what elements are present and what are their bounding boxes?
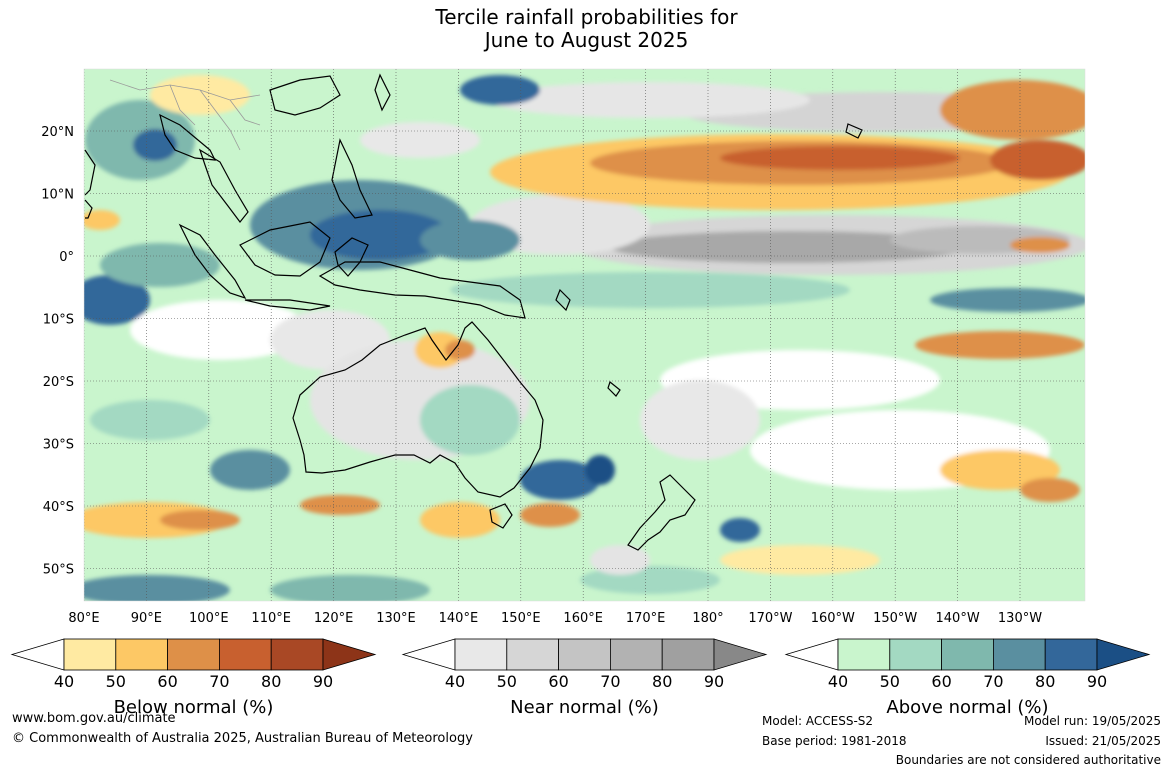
- lon-label: 130°E: [376, 611, 416, 626]
- lat-label: 20°S: [43, 375, 74, 390]
- colorbar-tick: 80: [1035, 672, 1055, 691]
- country-borders: [109, 79, 261, 151]
- colorbar-segment: [506, 638, 559, 671]
- colorbar-tick: 80: [652, 672, 672, 691]
- colorbar-tick: 40: [445, 672, 465, 691]
- lon-label: 140°E: [439, 611, 479, 626]
- latitude-labels: 20°N 10°N 0° 10°S 20°S 30°S 40°S 50°S: [41, 125, 74, 578]
- lon-label: 180°: [692, 611, 723, 626]
- colorbar-segment: [993, 638, 1046, 671]
- probability-field: [84, 69, 1085, 601]
- lat-label: 0°: [59, 250, 74, 265]
- colorbar-1: 40 50 60 70 80 90 Near normal (%): [401, 638, 768, 718]
- colorbar-tick: 90: [704, 672, 724, 691]
- colorbar-tick: 80: [261, 672, 281, 691]
- colorbar-tick: 40: [54, 672, 74, 691]
- colorbar-tick: 50: [106, 672, 126, 691]
- colorbar-segment: [270, 638, 324, 671]
- map-title-line1: Tercile rainfall probabilities for: [435, 5, 738, 29]
- colorbar-tick: 60: [931, 672, 951, 691]
- lat-label: 40°S: [43, 500, 74, 515]
- colorbar-tick: 60: [548, 672, 568, 691]
- colorbar-segment: [661, 638, 715, 671]
- colorbar-segment: [454, 638, 508, 671]
- lon-label: 160°W: [811, 611, 855, 626]
- model-run-date: Model run: 19/05/2025: [1023, 714, 1161, 728]
- lon-label: 130°W: [998, 611, 1042, 626]
- coastlines: [84, 73, 863, 551]
- colorbar-over-triangle: [322, 638, 377, 671]
- colorbar-title: Near normal (%): [510, 697, 659, 718]
- source-url[interactable]: www.bom.gov.au/climate: [12, 711, 176, 726]
- lon-label: 90°E: [131, 611, 162, 626]
- lat-label: 20°N: [41, 125, 74, 140]
- colorbar-tick: 50: [880, 672, 900, 691]
- colorbar-under-triangle: [401, 638, 456, 671]
- colorbar-title: Above normal (%): [886, 697, 1048, 718]
- lon-label: 80°E: [68, 611, 99, 626]
- colorbar-over-triangle: [713, 638, 768, 671]
- colorbar-segment: [218, 638, 272, 671]
- lon-label: 120°E: [314, 611, 354, 626]
- lat-label: 50°S: [43, 563, 74, 578]
- field-patches: [84, 75, 1085, 601]
- colorbar-under-triangle: [10, 638, 65, 671]
- model-name: Model: ACCESS-S2: [762, 714, 874, 728]
- colorbar-tick: 50: [497, 672, 517, 691]
- lat-label: 10°S: [43, 313, 74, 328]
- colorbars: 40 50 60 70 80 90 Below normal (%) 40 50 60 70 80 90…: [10, 638, 1151, 718]
- colorbar-under-triangle: [784, 638, 839, 671]
- colorbar-segment: [1044, 638, 1098, 671]
- colorbar-tick: 70: [600, 672, 620, 691]
- colorbar-tick: 70: [983, 672, 1003, 691]
- lon-label: 140°W: [936, 611, 980, 626]
- lon-label: 110°E: [251, 611, 291, 626]
- longitude-labels: 80°E 90°E 100°E 110°E 120°E 130°E 140°E 150°E 16…: [68, 611, 1042, 626]
- graticule: [84, 69, 1085, 601]
- lon-label: 170°W: [748, 611, 792, 626]
- colorbar-tick: 90: [1087, 672, 1107, 691]
- colorbar-2: 40 50 60 70 80 90 Above normal (%): [784, 638, 1151, 718]
- colorbar-segment: [115, 638, 169, 671]
- lon-label: 150°E: [501, 611, 541, 626]
- lon-label: 100°E: [189, 611, 229, 626]
- lat-label: 10°N: [41, 188, 74, 203]
- colorbar-over-triangle: [1096, 638, 1151, 671]
- colorbar-title: Below normal (%): [114, 697, 274, 718]
- map-title-line2: June to August 2025: [484, 28, 689, 52]
- colorbar-segment: [558, 638, 611, 671]
- colorbar-tick: 70: [209, 672, 229, 691]
- lon-label: 160°E: [563, 611, 603, 626]
- boundaries-disclaimer: Boundaries are not considered authoritat…: [895, 753, 1161, 767]
- colorbar-segment: [63, 638, 117, 671]
- colorbar-segment: [837, 638, 891, 671]
- colorbar-segment: [167, 638, 220, 671]
- issued-date: Issued: 21/05/2025: [1045, 734, 1161, 748]
- colorbar-tick: 90: [313, 672, 333, 691]
- colorbar-tick: 40: [828, 672, 848, 691]
- colorbar-0: 40 50 60 70 80 90 Below normal (%): [10, 638, 377, 718]
- colorbar-segment: [941, 638, 994, 671]
- colorbar-tick: 60: [157, 672, 177, 691]
- base-period: Base period: 1981-2018: [762, 734, 907, 748]
- colorbar-segment: [610, 638, 663, 671]
- colorbar-segment: [889, 638, 942, 671]
- lon-label: 150°W: [873, 611, 917, 626]
- lat-label: 30°S: [43, 438, 74, 453]
- lon-label: 170°E: [626, 611, 666, 626]
- copyright-notice: © Commonwealth of Australia 2025, Austra…: [12, 731, 473, 746]
